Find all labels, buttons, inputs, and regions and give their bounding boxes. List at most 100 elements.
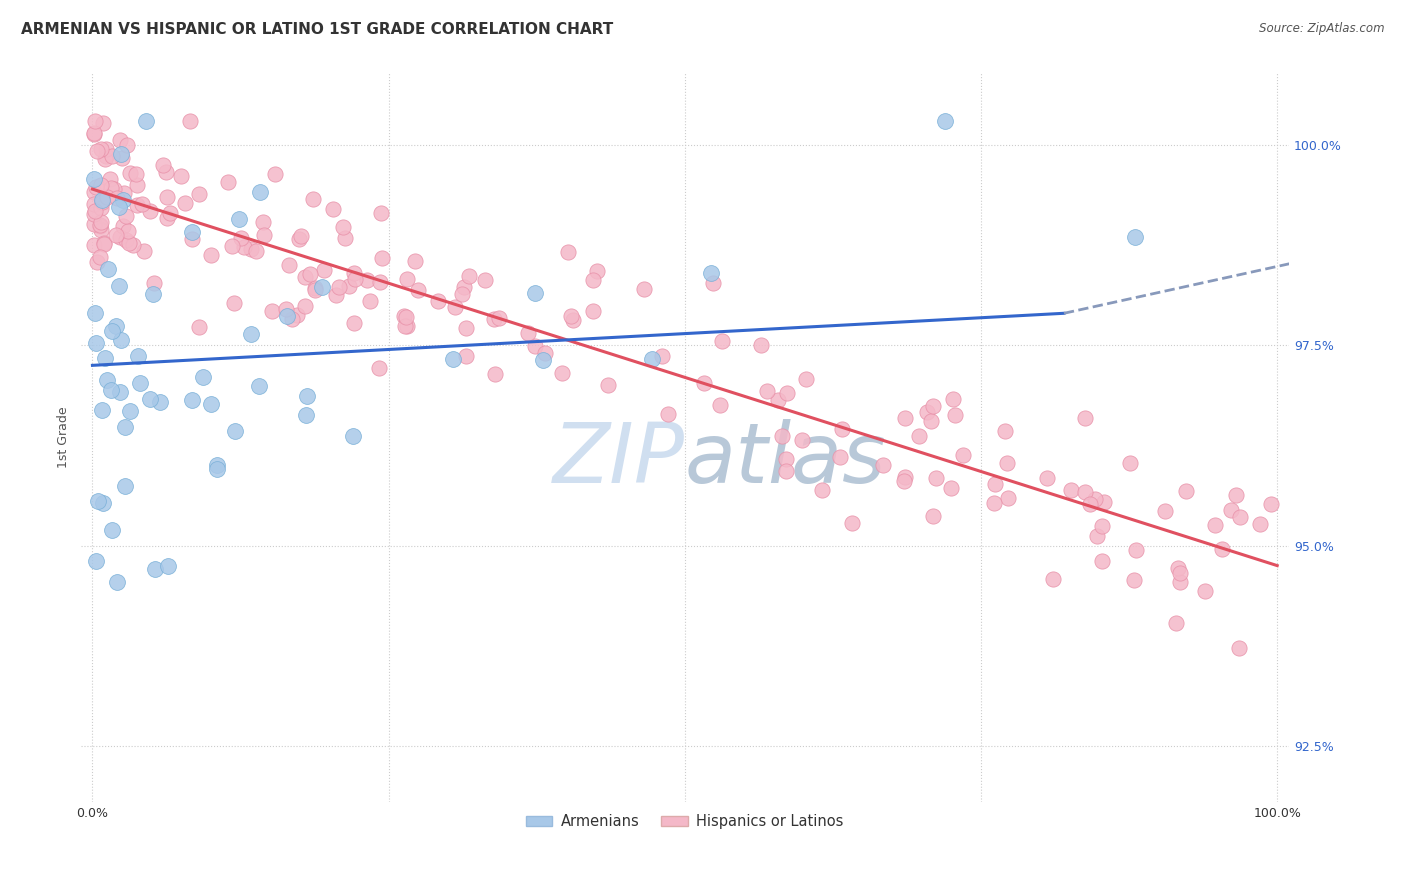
Point <box>1036 471 1059 485</box>
Point <box>105 575 128 590</box>
Point <box>1229 510 1251 524</box>
Point <box>1085 529 1108 543</box>
Point <box>84 306 107 320</box>
Point <box>474 273 496 287</box>
Point <box>90 178 112 193</box>
Point <box>294 408 316 422</box>
Point <box>894 470 917 484</box>
Point <box>285 308 308 322</box>
Point <box>1125 542 1147 557</box>
Point <box>156 559 179 574</box>
Point <box>561 312 583 326</box>
Point <box>934 114 956 128</box>
Point <box>1042 572 1064 586</box>
Point <box>247 378 270 392</box>
Point <box>516 326 538 340</box>
Point <box>287 232 309 246</box>
Point <box>131 197 153 211</box>
Point <box>111 152 134 166</box>
Point <box>115 209 138 223</box>
Point <box>252 227 274 242</box>
Point <box>484 368 506 382</box>
Point <box>710 334 733 348</box>
Point <box>370 205 392 219</box>
Point <box>454 321 477 335</box>
Point <box>252 215 274 229</box>
Point <box>1091 554 1114 568</box>
Point <box>702 276 724 290</box>
Point <box>1154 504 1177 518</box>
Point <box>343 272 366 286</box>
Point <box>304 281 326 295</box>
Point <box>395 272 418 286</box>
Point <box>108 133 131 147</box>
Point <box>91 194 114 208</box>
Point <box>633 282 655 296</box>
Point <box>205 461 228 475</box>
Point <box>122 238 145 252</box>
Point <box>239 326 262 341</box>
Point <box>101 523 124 537</box>
Point <box>84 554 107 568</box>
Point <box>96 190 118 204</box>
Point <box>1078 497 1101 511</box>
Point <box>187 319 209 334</box>
Point <box>101 148 124 162</box>
Point <box>830 450 852 465</box>
Point <box>125 167 148 181</box>
Point <box>87 494 110 508</box>
Point <box>766 392 789 407</box>
Point <box>775 464 797 478</box>
Point <box>651 349 673 363</box>
Point <box>367 361 389 376</box>
Point <box>596 378 619 392</box>
Point <box>110 229 132 244</box>
Point <box>276 301 298 316</box>
Text: ZIP: ZIP <box>553 419 685 500</box>
Point <box>245 244 267 259</box>
Point <box>83 127 105 141</box>
Point <box>831 422 853 436</box>
Point <box>908 429 931 443</box>
Point <box>155 165 177 179</box>
Point <box>180 392 202 407</box>
Point <box>322 202 344 216</box>
Point <box>560 309 582 323</box>
Point <box>89 219 111 233</box>
Point <box>83 238 105 252</box>
Point <box>104 227 127 242</box>
Point <box>1225 488 1247 502</box>
Point <box>301 192 323 206</box>
Text: ARMENIAN VS HISPANIC OR LATINO 1ST GRADE CORRELATION CHART: ARMENIAN VS HISPANIC OR LATINO 1ST GRADE… <box>21 22 613 37</box>
Point <box>1074 411 1097 425</box>
Point <box>135 114 157 128</box>
Point <box>524 285 547 300</box>
Point <box>84 335 107 350</box>
Point <box>100 325 122 339</box>
Point <box>143 562 166 576</box>
Point <box>1194 584 1216 599</box>
Point <box>332 220 354 235</box>
Point <box>453 280 475 294</box>
Point <box>108 279 131 293</box>
Point <box>120 404 142 418</box>
Point <box>1060 483 1083 497</box>
Point <box>920 414 942 428</box>
Point <box>657 407 679 421</box>
Point <box>983 496 1005 510</box>
Point <box>457 268 479 283</box>
Point <box>922 399 945 413</box>
Point <box>118 236 141 251</box>
Point <box>231 231 253 245</box>
Point <box>181 232 204 246</box>
Point <box>952 448 974 462</box>
Point <box>406 283 429 297</box>
Point <box>96 372 118 386</box>
Point <box>100 180 122 194</box>
Point <box>84 180 107 194</box>
Point <box>91 403 114 417</box>
Point <box>276 309 298 323</box>
Point <box>984 477 1007 491</box>
Point <box>1167 561 1189 575</box>
Point <box>142 276 165 290</box>
